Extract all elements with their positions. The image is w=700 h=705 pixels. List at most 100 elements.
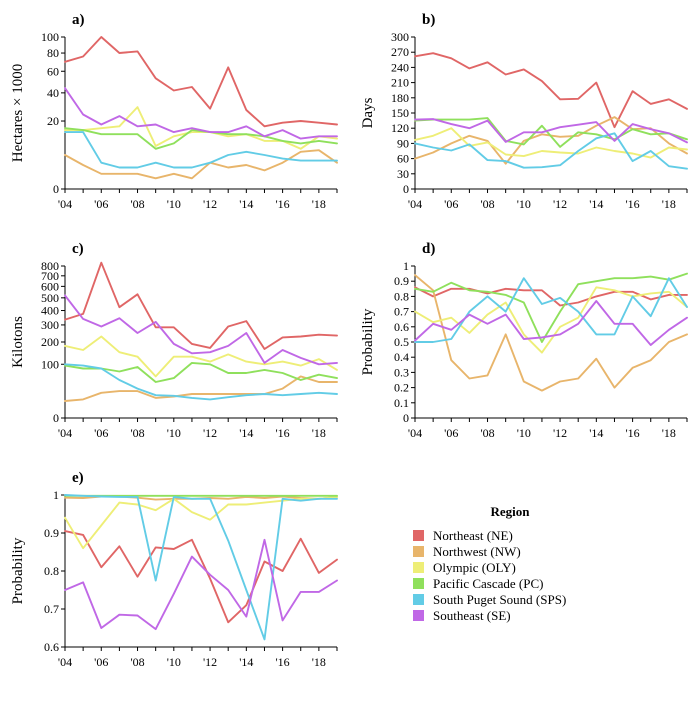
- x-tick-label: '16: [626, 197, 640, 211]
- x-tick-label: '10: [517, 426, 531, 440]
- y-tick-label: 120: [391, 121, 409, 135]
- x-tick-label: '10: [517, 197, 531, 211]
- x-tick-label: '06: [94, 426, 108, 440]
- series-line-oly: [64, 335, 338, 378]
- x-tick-label: '04: [408, 197, 422, 211]
- x-tick-label: '14: [239, 426, 253, 440]
- panel-label: b): [422, 12, 435, 28]
- y-tick-label: 20: [47, 114, 59, 128]
- series-line-sps: [64, 131, 338, 169]
- y-tick-label: 300: [41, 318, 59, 332]
- series-line-nw: [64, 375, 338, 402]
- y-tick-label: 400: [41, 304, 59, 318]
- series-line-ne: [64, 261, 338, 350]
- panel-e: 0.6 0.7 0.8 0.9 1 '04 '06 '08 '10 '12 '14 '16 '18 e) P…: [10, 470, 338, 669]
- x-tick-label: '10: [167, 197, 181, 211]
- y-tick-label: 600: [41, 279, 59, 293]
- x-tick-label: '04: [408, 426, 422, 440]
- x-tick-label: '04: [58, 197, 72, 211]
- y-tick-label: 0: [53, 182, 59, 196]
- x-tick-label: '08: [130, 197, 144, 211]
- y-tick-label: 0.4: [394, 350, 409, 364]
- legend-swatch-ne: [413, 530, 424, 541]
- y-axis-title: Days: [360, 97, 376, 128]
- x-tick-label: '12: [203, 655, 217, 669]
- x-tick-label: '14: [239, 655, 253, 669]
- y-tick-label: 270: [391, 45, 409, 59]
- y-tick-label: 0.9: [44, 526, 59, 540]
- y-tick-label: 0.6: [394, 320, 409, 334]
- series-line-pc: [64, 361, 338, 383]
- y-tick-label: 0.9: [394, 274, 409, 288]
- panel-label: e): [72, 470, 84, 486]
- x-tick-label: '14: [589, 426, 603, 440]
- x-tick-label: '12: [553, 426, 567, 440]
- y-axis-title: Kilotons: [10, 316, 26, 368]
- series-line-nw: [64, 149, 338, 180]
- y-tick-label: 200: [41, 335, 59, 349]
- x-tick-label: '08: [130, 426, 144, 440]
- panel-label: a): [72, 12, 85, 28]
- x-tick-label: '16: [276, 197, 290, 211]
- series-line-ne: [414, 52, 688, 129]
- x-tick-label: '18: [662, 197, 676, 211]
- panel-label: d): [422, 241, 435, 257]
- x-tick-label: '16: [276, 655, 290, 669]
- y-tick-label: 210: [391, 76, 409, 90]
- y-tick-label: 1: [403, 259, 409, 273]
- legend: Region Northeast (NE)Northwest (NW)Olympi…: [413, 504, 566, 623]
- legend-swatch-se: [413, 610, 424, 621]
- x-tick-label: '18: [312, 655, 326, 669]
- y-tick-label: 0.7: [394, 305, 409, 319]
- y-axis-title: Probability: [10, 537, 26, 604]
- series-line-sps: [64, 494, 338, 641]
- y-tick-label: 180: [391, 91, 409, 105]
- x-tick-label: '12: [203, 426, 217, 440]
- y-tick-label: 800: [41, 259, 59, 273]
- series-line-se: [414, 300, 688, 346]
- x-tick-label: '14: [239, 197, 253, 211]
- x-tick-label: '04: [58, 655, 72, 669]
- series-line-pc: [414, 117, 688, 148]
- legend-label-ne: Northeast (NE): [433, 528, 513, 543]
- legend-label-nw: Northwest (NW): [433, 544, 521, 559]
- series-line-pc: [414, 272, 688, 343]
- y-tick-label: 0.8: [44, 564, 59, 578]
- x-tick-label: '06: [444, 426, 458, 440]
- y-axis-title: Probability: [360, 308, 376, 375]
- y-tick-label: 0.5: [394, 335, 409, 349]
- y-tick-label: 0.3: [394, 365, 409, 379]
- y-tick-label: 240: [391, 60, 409, 74]
- legend-label-se: Southeast (SE): [433, 608, 511, 623]
- series-line-nw: [414, 274, 688, 392]
- x-tick-label: '08: [480, 426, 494, 440]
- x-tick-label: '12: [553, 197, 567, 211]
- series-line-oly: [64, 106, 338, 150]
- legend-swatch-nw: [413, 546, 424, 557]
- series-line-se: [64, 87, 338, 140]
- y-tick-label: 40: [47, 86, 59, 100]
- series-line-ne: [64, 36, 338, 128]
- series-line-se: [64, 294, 338, 366]
- y-axis-title: Hectares × 1000: [10, 64, 26, 162]
- panel-d: 00.10.2 0.30.40.50.60.7 0.80.91 '04 '06 '08 '1…: [360, 241, 688, 440]
- x-tick-label: '06: [94, 655, 108, 669]
- series-line-ne: [64, 530, 338, 624]
- y-tick-label: 0.1: [394, 396, 409, 410]
- x-tick-label: '14: [589, 197, 603, 211]
- legend-label-sps: South Puget Sound (SPS): [433, 592, 566, 607]
- x-tick-label: '10: [167, 655, 181, 669]
- y-tick-label: 0: [53, 411, 59, 425]
- x-tick-label: '16: [626, 426, 640, 440]
- y-tick-label: 150: [391, 106, 409, 120]
- x-tick-label: '16: [276, 426, 290, 440]
- series-line-sps: [414, 277, 688, 343]
- x-tick-label: '06: [94, 197, 108, 211]
- y-tick-label: 90: [397, 136, 409, 150]
- y-tick-label: 1: [53, 488, 59, 502]
- x-tick-label: '08: [480, 197, 494, 211]
